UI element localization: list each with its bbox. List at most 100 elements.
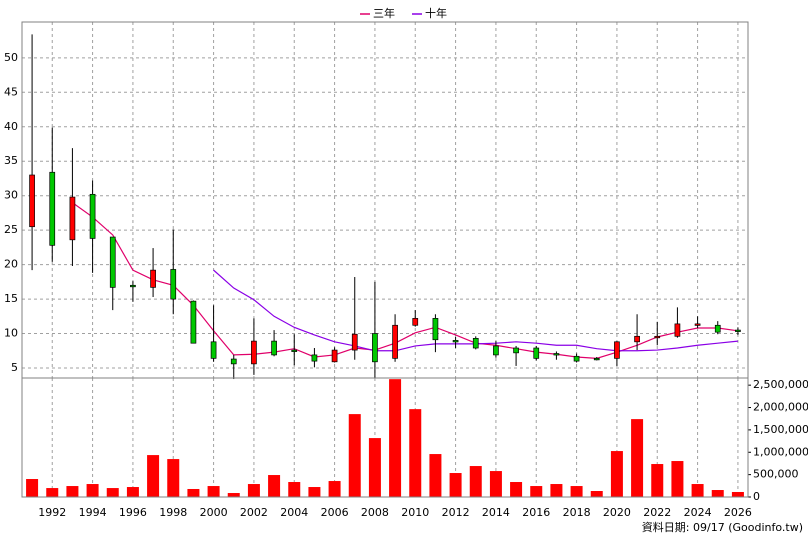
candle-body (210, 341, 217, 359)
candle-body (271, 340, 277, 356)
y-tick-label: 35 (4, 154, 18, 167)
x-tick-label: 2012 (442, 506, 470, 519)
volume-bar (368, 438, 381, 497)
volume-bar (288, 482, 301, 497)
candle-body (573, 355, 580, 362)
volume-bar (46, 488, 59, 497)
volume-bar (671, 461, 684, 497)
candle-body (674, 323, 681, 337)
candle-body (714, 324, 721, 333)
volume-bar (348, 414, 361, 497)
volume-bar (530, 486, 543, 497)
volume-bar (247, 484, 260, 497)
volume-bar (489, 471, 502, 497)
y-tick-label: 20 (4, 258, 18, 271)
y-tick-label: 15 (4, 292, 18, 305)
volume-bar (550, 484, 563, 497)
volume-bar (328, 481, 341, 497)
candle-body (372, 333, 378, 363)
x-tick-label: 1996 (119, 506, 147, 519)
candle-body (634, 335, 640, 343)
volume-bar (207, 486, 220, 497)
candle-body (432, 318, 439, 341)
volume-bar (86, 484, 99, 497)
y-tick-label: 1,500,000 (753, 423, 808, 436)
candle-body (614, 341, 620, 359)
volume-bar (510, 482, 523, 497)
volume-bar (469, 466, 482, 497)
volume-bar (227, 493, 240, 497)
candle-body (69, 196, 76, 241)
volume-bar (590, 491, 603, 497)
volume-bar (409, 409, 422, 497)
x-tick-label: 2022 (643, 506, 671, 519)
candle-body (735, 329, 741, 332)
volume-bar (651, 464, 664, 497)
volume-bar (610, 451, 623, 497)
x-tick-label: 2000 (200, 506, 228, 519)
candle-body (533, 347, 540, 359)
footer: 資料日期: 09/17 (Goodinfo.tw) (642, 520, 803, 534)
ma-line (72, 202, 738, 359)
x-tick-label: 2016 (522, 506, 550, 519)
candle-body (230, 358, 237, 365)
y-tick-label: 30 (4, 189, 18, 202)
candle-body (49, 171, 56, 246)
candle-body (29, 174, 35, 228)
volume-bar (167, 459, 180, 497)
candle-body (291, 349, 298, 352)
candle-body (251, 340, 257, 365)
volume-bar (126, 487, 139, 497)
candle-body (452, 340, 459, 343)
x-tick-label: 2024 (684, 506, 712, 519)
candle-body (654, 335, 661, 339)
candle-body (170, 269, 177, 300)
candle-body (513, 347, 519, 354)
candle-body (150, 269, 156, 288)
y-tick-label: 1,000,000 (753, 445, 808, 458)
y-tick-label: 0 (753, 490, 760, 503)
volume-bar (26, 479, 39, 497)
candle-body (351, 333, 358, 351)
volume-bar (308, 487, 321, 497)
y-tick-label: 500,000 (753, 468, 799, 481)
y-tick-label: 25 (4, 223, 18, 236)
x-tick-label: 2004 (280, 506, 308, 519)
candle-body (190, 300, 197, 344)
y-tick-label: 50 (4, 51, 18, 64)
y-tick-label: 2,000,000 (753, 401, 808, 414)
x-tick-label: 2008 (361, 506, 389, 519)
candle-body (694, 323, 701, 326)
candle-body (130, 284, 136, 288)
volume-bar (731, 491, 744, 497)
plot-frame (21, 21, 749, 498)
volume-bar (268, 475, 281, 497)
candle-body (89, 193, 96, 239)
y-tick-label: 40 (4, 120, 18, 133)
candle-body (109, 236, 116, 288)
x-tick-label: 2002 (240, 506, 268, 519)
volume-bar (449, 473, 462, 497)
candle-body (311, 354, 318, 362)
volume-bar (631, 419, 644, 497)
y-tick-label: 10 (4, 327, 18, 340)
x-tick-label: 2006 (321, 506, 349, 519)
candle-body (593, 358, 600, 361)
volume-bar (147, 455, 160, 497)
y-tick-label: 45 (4, 85, 18, 98)
y-tick-label: 2,500,000 (753, 378, 808, 391)
candle-body (392, 324, 398, 359)
x-tick-label: 1998 (159, 506, 187, 519)
volume-bar (389, 379, 402, 497)
x-tick-label: 1992 (38, 506, 66, 519)
volume-bar (66, 486, 79, 497)
candle-body (472, 338, 479, 349)
volume-bar (711, 490, 724, 497)
x-tick-label: 2026 (724, 506, 752, 519)
candle-body (412, 318, 419, 326)
volume-bar (691, 484, 704, 497)
legend-label: 三年 (373, 6, 395, 20)
volume-bar (187, 488, 200, 497)
